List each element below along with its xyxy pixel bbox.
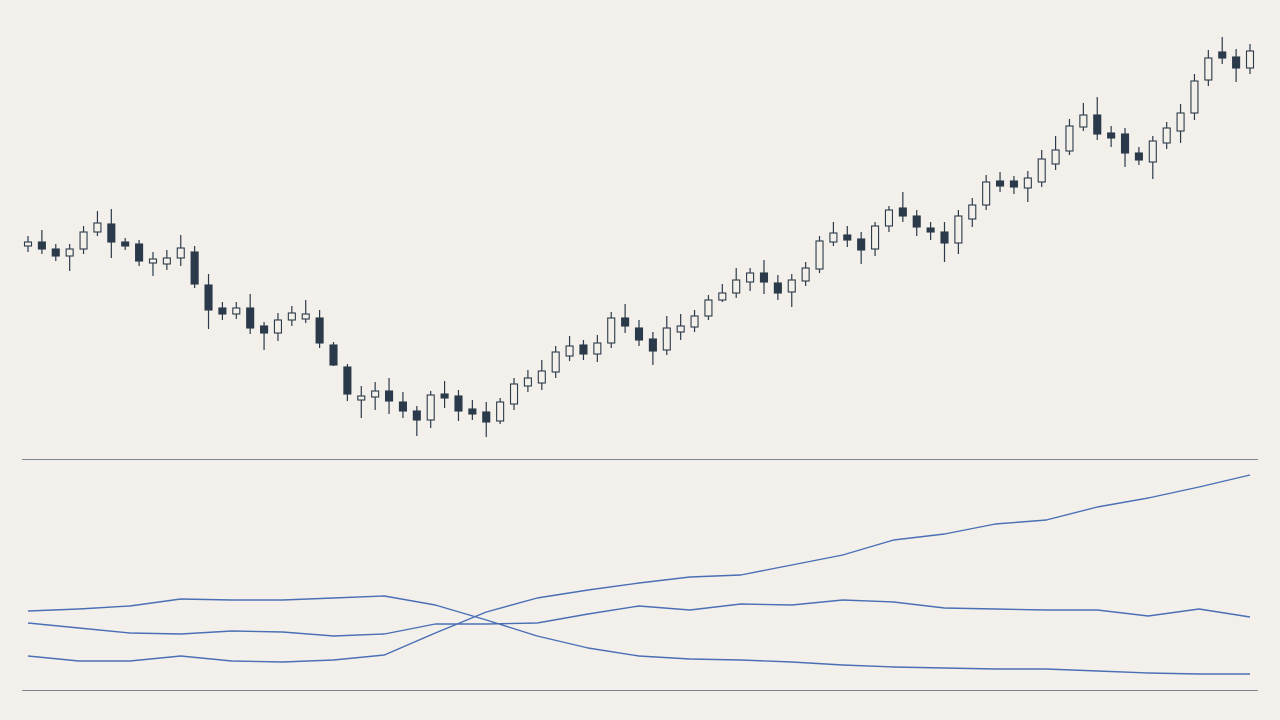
candle-body: [579, 344, 588, 355]
candle-body: [232, 307, 241, 315]
candle-body: [662, 327, 671, 351]
candle-body: [912, 215, 921, 228]
candle-body: [940, 231, 949, 244]
candle-body: [857, 238, 866, 251]
candle-body: [65, 248, 74, 257]
candle-body: [176, 247, 185, 259]
candle-body: [190, 251, 199, 285]
candle-body: [1232, 56, 1241, 69]
candle-body: [1148, 140, 1157, 163]
candle-body: [426, 394, 435, 421]
candle-body: [440, 393, 449, 399]
candle-body: [551, 351, 560, 373]
candle-body: [37, 241, 46, 250]
candle-body: [690, 315, 699, 328]
candle-body: [968, 204, 977, 220]
candle-body: [496, 401, 505, 422]
candle-body: [843, 234, 852, 241]
indicator-line: [27, 474, 1251, 663]
candle-body: [982, 181, 991, 206]
candle-body: [1134, 152, 1143, 161]
candle-body: [135, 243, 144, 262]
candle-body: [565, 345, 574, 357]
candle-body: [537, 370, 546, 384]
candle-body: [954, 215, 963, 244]
candle-body: [607, 317, 616, 344]
candle-body: [107, 223, 116, 243]
candle-body: [1009, 180, 1018, 188]
candle-body: [412, 410, 421, 421]
candle-body: [523, 377, 532, 387]
candle-body: [260, 325, 269, 334]
candle-body: [301, 313, 310, 320]
candle-body: [746, 272, 755, 283]
candle-body: [1023, 177, 1032, 189]
candle-body: [218, 307, 227, 315]
candle-body: [329, 344, 338, 366]
candle-body: [1051, 149, 1060, 165]
candle-body: [648, 338, 657, 352]
candle-body: [51, 248, 60, 257]
candle-body: [718, 292, 727, 301]
candle-body: [732, 279, 741, 294]
candle-body: [79, 231, 88, 250]
candle-body: [468, 408, 477, 415]
candle-body: [801, 267, 810, 282]
candle-body: [1120, 133, 1130, 154]
candle-body: [371, 390, 380, 398]
candle-body: [1079, 114, 1088, 128]
candle-body: [634, 327, 644, 341]
candle-body: [398, 401, 407, 412]
candle-body: [1065, 125, 1074, 152]
candle-body: [815, 240, 824, 270]
candle-body: [1218, 51, 1227, 59]
candle-body: [148, 258, 158, 264]
candle-body: [787, 279, 796, 293]
candle-body: [482, 411, 491, 423]
candle-body: [995, 180, 1005, 187]
candle-body: [926, 227, 935, 233]
candle-body: [23, 241, 33, 247]
candle-body: [287, 312, 296, 321]
candle-body: [593, 342, 602, 355]
candle-body: [898, 207, 907, 217]
candle-body: [246, 307, 255, 329]
candle-body: [357, 395, 366, 401]
candle-body: [509, 383, 519, 405]
candle-body: [162, 257, 171, 265]
candle-body: [1162, 127, 1171, 144]
candle-body: [884, 209, 894, 227]
candle-body: [1190, 80, 1199, 114]
candle-body: [315, 317, 324, 344]
candle-body: [1204, 57, 1213, 81]
candle-body: [621, 317, 630, 327]
indicator-line: [27, 595, 1250, 675]
candle-body: [204, 284, 213, 311]
candle-body: [1037, 158, 1046, 183]
candle-body: [93, 222, 102, 233]
candle-body: [759, 272, 769, 283]
candle-body: [704, 299, 713, 317]
candle-body: [1245, 50, 1255, 69]
indicator-line: [27, 599, 1251, 637]
candle-body: [1107, 132, 1116, 139]
candle-body: [871, 225, 880, 250]
candle-body: [273, 319, 283, 334]
candle-body: [1176, 112, 1185, 132]
candle-body: [829, 232, 838, 243]
candle-body: [773, 282, 782, 294]
candle-body: [121, 241, 130, 247]
candle-body: [676, 325, 685, 333]
candle-body: [1093, 114, 1102, 135]
candle-body: [384, 390, 394, 402]
candle-body: [343, 366, 352, 395]
candle-body: [454, 395, 463, 412]
